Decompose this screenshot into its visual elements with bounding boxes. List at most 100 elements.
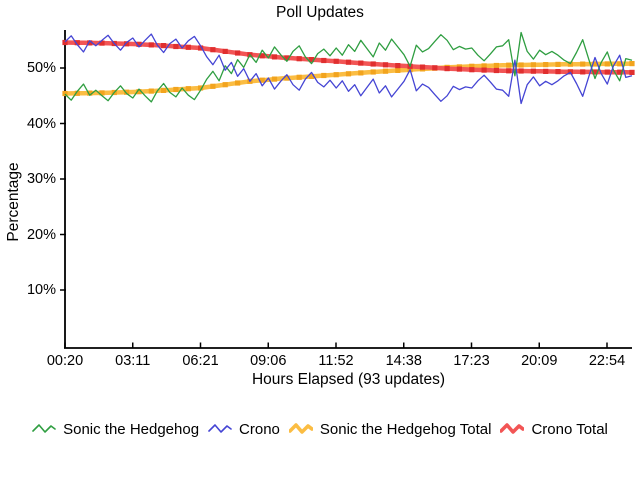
y-tick-label: 50% [26, 60, 56, 76]
series-marker [592, 61, 598, 67]
series-marker [271, 54, 278, 60]
series-marker [580, 69, 586, 75]
series-line-sonic-the-hedgehog [64, 31, 633, 103]
series-marker [592, 69, 598, 75]
x-tick-label: 00:20 [46, 353, 84, 369]
series-marker [604, 69, 610, 75]
legend-line-icon [500, 423, 525, 434]
series-marker [99, 90, 105, 96]
series-marker [629, 61, 635, 67]
series-marker [543, 62, 549, 68]
series-marker [296, 56, 302, 62]
y-tick-label: 10% [26, 282, 56, 298]
series-marker [555, 61, 561, 67]
series-marker [222, 48, 228, 54]
series-marker [432, 65, 438, 71]
series-marker [124, 41, 130, 47]
series-marker [617, 61, 623, 67]
series-marker [493, 67, 499, 74]
legend-item: Sonic the Hedgehog Total [288, 420, 492, 438]
series-marker [481, 63, 487, 69]
series-marker [444, 66, 450, 72]
legend-line-icon [288, 423, 313, 434]
x-tick-label: 06:21 [182, 353, 219, 369]
series-marker [629, 69, 635, 75]
series-marker [530, 68, 536, 74]
series-marker [333, 72, 339, 78]
legend-item: Sonic the Hedgehog [32, 421, 199, 438]
series-marker [235, 80, 241, 86]
series-marker [493, 62, 499, 69]
x-tick-label: 11:52 [318, 353, 354, 369]
series-marker [358, 70, 364, 76]
series-line-crono [64, 33, 633, 105]
series-marker [185, 44, 191, 50]
series-marker [198, 85, 204, 91]
series-marker [148, 88, 154, 94]
x-tick-label: 17:23 [453, 353, 490, 369]
x-tick-label: 09:06 [250, 353, 287, 369]
y-tick-label: 30% [26, 171, 56, 187]
series-marker [198, 45, 204, 51]
series-marker [124, 89, 130, 95]
series-marker [161, 43, 167, 49]
series-marker [481, 67, 487, 73]
series-marker [580, 61, 586, 67]
legend-label: Sonic the Hedgehog Total [319, 420, 492, 438]
series-marker [382, 62, 389, 68]
series-marker [456, 66, 462, 72]
series-marker [358, 60, 364, 66]
series-marker [321, 72, 327, 79]
series-marker [506, 68, 512, 74]
legend: Sonic the Hedgehog Crono Sonic the Hedgeho… [0, 413, 640, 445]
series-marker [62, 90, 68, 97]
series-marker [185, 86, 191, 92]
series-marker [345, 59, 352, 65]
legend-line-icon [32, 424, 56, 433]
x-tick-label: 22:54 [588, 353, 626, 369]
series-marker [419, 64, 426, 70]
legend-item: Crono [208, 421, 280, 438]
series-marker [321, 57, 327, 64]
series-marker [395, 67, 401, 73]
series-marker [333, 58, 339, 64]
legend-line-icon [208, 424, 232, 433]
series-marker [259, 77, 265, 83]
series-marker [469, 67, 475, 73]
series-marker [235, 50, 241, 56]
series-marker [74, 90, 80, 96]
x-tick-label: 14:38 [385, 353, 422, 369]
legend-label: Crono [239, 420, 280, 438]
series-marker [345, 71, 352, 77]
series-marker [469, 63, 475, 69]
series-marker [296, 74, 302, 80]
series-marker [222, 82, 228, 88]
series-marker [518, 62, 524, 68]
legend-item: Crono Total [500, 420, 608, 438]
series-marker [284, 75, 290, 81]
series-marker [87, 40, 93, 46]
series-marker [518, 68, 524, 74]
series-marker [74, 40, 80, 46]
series-marker [161, 87, 167, 93]
y-tick-label: 20% [26, 226, 56, 243]
legend-label: Crono Total [531, 420, 608, 438]
series-marker [530, 62, 536, 68]
series-marker [370, 69, 376, 75]
series-marker [284, 55, 290, 61]
series-marker [555, 69, 561, 75]
series-marker [62, 39, 68, 46]
series-marker [617, 69, 623, 75]
legend-label: Sonic the Hedgehog [63, 420, 200, 438]
series-marker [604, 61, 610, 67]
y-tick-label: 40% [26, 115, 56, 132]
series-marker [173, 86, 179, 93]
x-tick-label: 20:09 [521, 353, 558, 369]
series-marker [382, 68, 389, 74]
series-marker [136, 89, 142, 95]
series-marker [308, 57, 315, 63]
series-marker [271, 76, 278, 82]
chart-title: Poll Updates [276, 4, 364, 21]
